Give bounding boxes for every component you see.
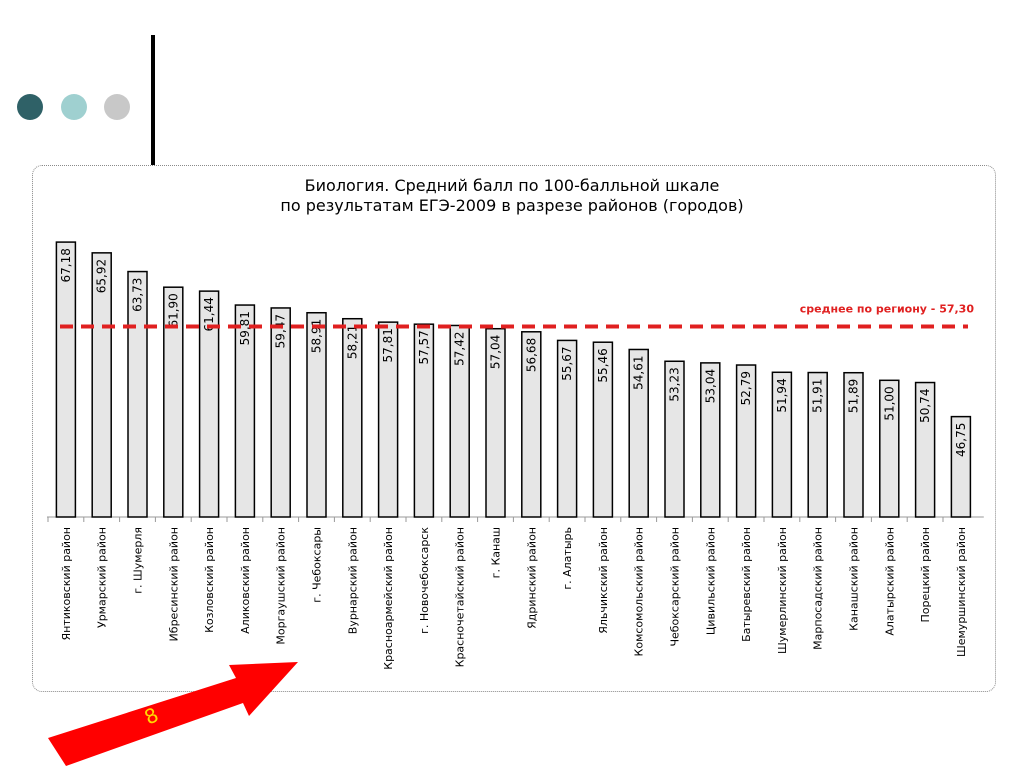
category-label: Ядринский район: [525, 527, 538, 629]
bar-value-label: 57,42: [453, 331, 467, 365]
category-label: Вурнарский район: [346, 527, 359, 634]
bar-value-label: 58,21: [345, 325, 359, 359]
bar-value-label: 61,90: [166, 293, 180, 327]
bar: [234, 304, 256, 518]
bar-value-label: 56,68: [524, 338, 538, 372]
bar-value-label: 55,46: [596, 348, 610, 382]
decor-vertical-line: [151, 35, 155, 165]
bar: [306, 311, 327, 518]
chart-title-line-2: по результатам ЕГЭ-2009 в разрезе районо…: [280, 196, 744, 215]
bar: [413, 323, 435, 518]
bar: [556, 339, 578, 518]
decor-dot-light: [61, 94, 87, 120]
bar: [592, 341, 614, 518]
bar: [163, 286, 184, 518]
category-label: Порецкий район: [919, 527, 932, 622]
bar: [377, 321, 399, 518]
bar-value-label: 67,18: [59, 248, 73, 282]
category-label: г. Канаш: [490, 527, 503, 578]
bar-value-label: 46,75: [954, 423, 968, 457]
category-label: Цивильский район: [704, 527, 717, 635]
chart-title: Биология. Средний балл по 100-балльной ш…: [200, 176, 824, 216]
category-label: г. Чебоксары: [311, 527, 324, 603]
bar: [55, 241, 77, 518]
category-label: Комсомольский район: [633, 527, 646, 656]
category-label: Красноармейский район: [382, 527, 395, 670]
bar-value-label: 53,04: [703, 369, 717, 403]
bar: [807, 371, 828, 518]
category-label: Яльчикский район: [597, 527, 610, 634]
category-label: Аликовский район: [239, 527, 252, 634]
category-label: Красночетайский район: [454, 527, 467, 667]
bar: [127, 270, 148, 518]
bar-value-label: 57,57: [417, 330, 431, 364]
bar: [521, 331, 542, 518]
bar: [843, 371, 864, 518]
category-label: Марпосадский район: [812, 527, 825, 650]
bar: [700, 362, 721, 518]
bar-value-label: 55,67: [560, 346, 574, 380]
bar-value-label: 50,74: [918, 389, 932, 423]
bar-value-label: 57,04: [489, 335, 503, 369]
category-label: Батыревский район: [740, 527, 753, 642]
bar-value-label: 63,73: [131, 278, 145, 312]
category-label: г. Алатырь: [561, 527, 574, 590]
bar-value-label: 61,44: [202, 297, 216, 331]
bar-value-label: 54,61: [632, 355, 646, 389]
bar-value-label: 53,23: [668, 367, 682, 401]
bar-value-label: 51,89: [847, 379, 861, 413]
bar-value-label: 57,81: [381, 328, 395, 362]
category-label: Канашский район: [848, 527, 861, 631]
category-label: Янтиковский район: [60, 527, 73, 641]
bar-value-label: 52,79: [739, 371, 753, 405]
category-label: Алатырский район: [883, 527, 896, 636]
bar: [270, 307, 291, 518]
category-label: Козловский район: [203, 527, 216, 633]
bar: [950, 415, 972, 518]
bar-value-label: 51,00: [882, 386, 896, 420]
bar: [879, 379, 900, 518]
bar-value-label: 51,91: [811, 379, 825, 413]
bar: [735, 364, 757, 518]
bar: [664, 360, 685, 518]
category-label: Шемуршинский район: [955, 527, 968, 657]
bar: [771, 371, 793, 518]
decor-dot-dark: [17, 94, 43, 120]
chart-title-line-1: Биология. Средний балл по 100-балльной ш…: [304, 176, 720, 195]
bar-value-label: 59,47: [274, 314, 288, 348]
category-label: Урмарский район: [96, 527, 109, 628]
bar-value-label: 59,81: [238, 311, 252, 345]
category-label: Ибресинский район: [167, 527, 180, 641]
category-label: Моргаушский район: [275, 527, 288, 645]
decor-dot-gray: [104, 94, 130, 120]
average-reference-label: среднее по региону - 57,30: [800, 302, 975, 315]
category-label: г. Новочебоксарск: [418, 527, 431, 634]
bar: [628, 348, 649, 518]
bar-value-label: 51,94: [775, 378, 789, 412]
category-label: г. Шумерля: [132, 527, 145, 594]
bar: [198, 290, 220, 518]
bar: [914, 381, 936, 518]
bar: [485, 327, 506, 518]
bar: [91, 252, 112, 518]
category-label: Шумерлинский район: [776, 527, 789, 654]
bar-value-label: 65,92: [95, 259, 109, 293]
bar: [342, 317, 363, 518]
category-label: Чебоксарский район: [669, 527, 682, 647]
chart-frame: [32, 165, 996, 692]
